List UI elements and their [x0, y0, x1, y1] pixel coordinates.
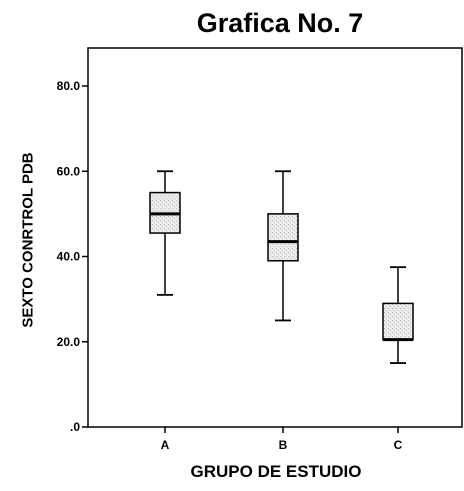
box-C: [382, 302, 414, 341]
x-tick-label: B: [279, 438, 288, 452]
y-tick-label: 20.0: [57, 335, 81, 349]
y-tick-label: .0: [70, 420, 80, 434]
y-tick-label: 60.0: [57, 164, 81, 178]
box-B: [267, 213, 299, 262]
y-tick-label: 40.0: [57, 250, 81, 264]
chart-title: Grafica No. 7: [196, 8, 364, 38]
x-tick-label: C: [394, 438, 403, 452]
plot-frame: [87, 47, 463, 428]
x-axis-label: GRUPO DE ESTUDIO: [190, 462, 362, 481]
y-tick-label: 80.0: [57, 79, 81, 93]
x-tick-label: A: [161, 438, 170, 452]
